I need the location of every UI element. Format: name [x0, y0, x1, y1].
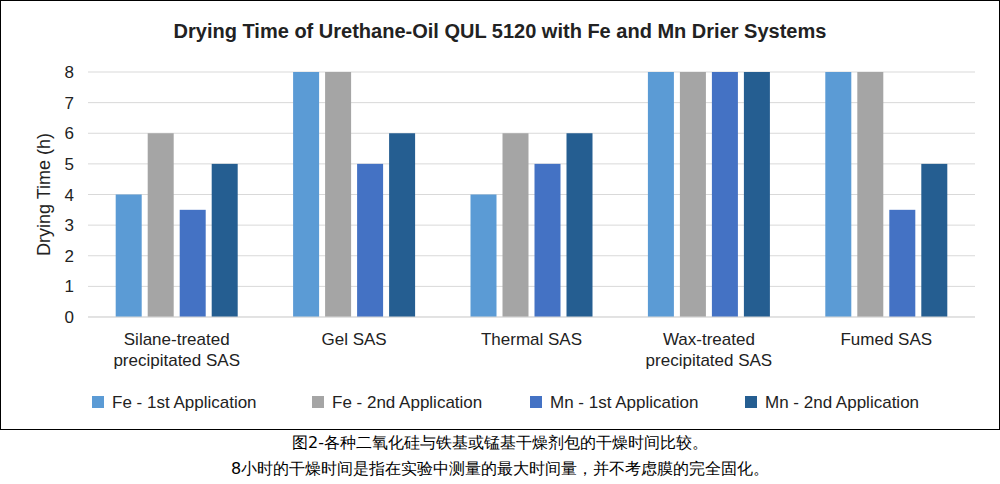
bar [212, 164, 238, 317]
bar [357, 164, 383, 317]
y-tick-label: 1 [65, 277, 74, 296]
bar [148, 133, 174, 317]
y-tick-label: 2 [65, 247, 74, 266]
y-tick-label: 0 [65, 308, 74, 327]
caption: 图2-各种二氧化硅与铁基或锰基干燥剂包的干燥时间比较。 [292, 433, 708, 452]
y-tick-label: 3 [65, 216, 74, 235]
bars [116, 72, 948, 317]
bar [180, 210, 206, 317]
legend-label: Mn - 2nd Application [765, 393, 919, 412]
y-tick-label: 7 [65, 94, 74, 113]
legend-swatch [312, 396, 324, 408]
bar [567, 133, 593, 317]
legend-swatch [92, 396, 104, 408]
bar [889, 210, 915, 317]
bar [535, 164, 561, 317]
x-tick-label: Thermal SAS [481, 330, 582, 349]
x-tick-label: Fumed SAS [840, 330, 932, 349]
grid-line [88, 317, 975, 318]
bar [293, 72, 319, 317]
legend-label: Mn - 1st Application [550, 393, 698, 412]
legend-swatch [745, 396, 757, 408]
y-tick-label: 6 [65, 124, 74, 143]
x-axis [88, 317, 975, 318]
x-tick-label: Gel SAS [321, 330, 386, 349]
caption: 8小时的干燥时间是指在实验中测量的最大时间量，并不考虑膜的完全固化。 [231, 459, 769, 478]
bar [921, 164, 947, 317]
bar [648, 72, 674, 317]
bar [744, 72, 770, 317]
y-tick-label: 5 [65, 155, 74, 174]
bar [503, 133, 529, 317]
bar [857, 72, 883, 317]
y-axis-label: Drying Time (h) [34, 133, 54, 256]
x-tick-label: Wax-treatedprecipitated SAS [646, 330, 773, 370]
bar [325, 72, 351, 317]
bar [389, 133, 415, 317]
legend-swatch [530, 396, 542, 408]
y-tick-label: 8 [65, 63, 74, 82]
chart-frame [1, 1, 1000, 430]
title: Drying Time of Urethane-Oil QUL 5120 wit… [174, 20, 827, 42]
bar [825, 72, 851, 317]
chart: Drying Time of Urethane-Oil QUL 5120 wit… [0, 0, 1000, 484]
bar [712, 72, 738, 317]
bar [680, 72, 706, 317]
y-tick-label: 4 [65, 186, 74, 205]
bar [116, 195, 142, 318]
legend-label: Fe - 1st Application [112, 393, 257, 412]
x-tick-label: Silane-treatedprecipitated SAS [113, 330, 240, 370]
bar [471, 195, 497, 318]
legend-label: Fe - 2nd Application [332, 393, 482, 412]
